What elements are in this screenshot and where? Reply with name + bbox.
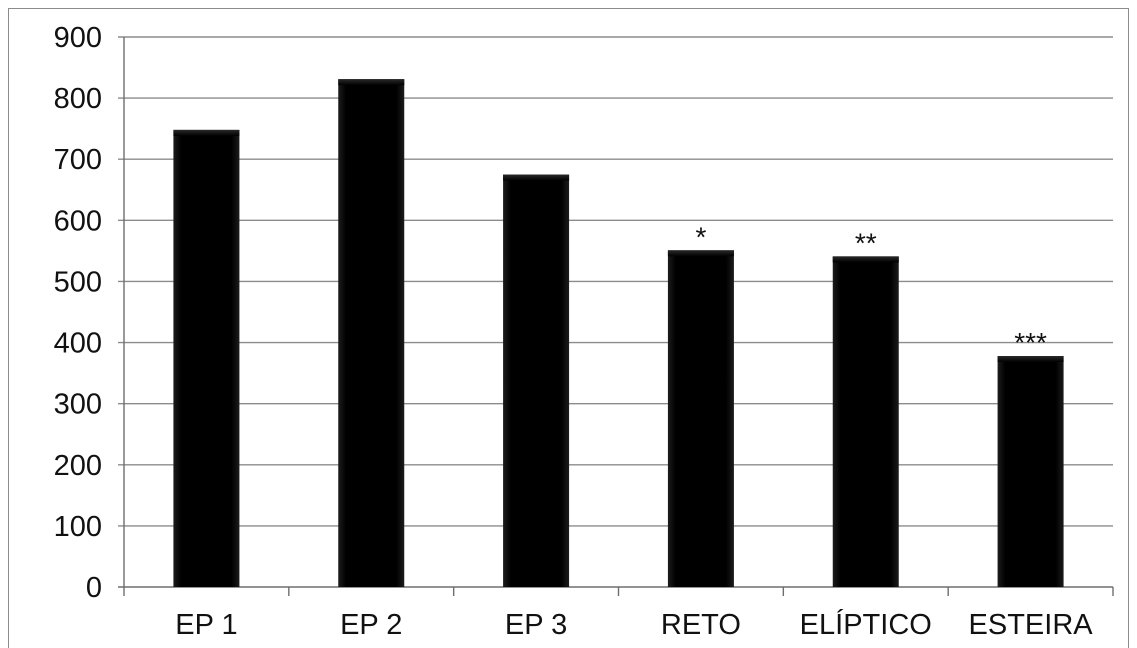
y-tick-label: 900 xyxy=(54,22,102,54)
y-tick-label: 700 xyxy=(54,144,102,176)
bar-cap xyxy=(667,250,734,257)
y-tick-labels: 0 100 200 300 400 500 600 700 800 900 xyxy=(54,22,102,604)
y-tick-label: 500 xyxy=(54,266,102,298)
bars xyxy=(173,79,1064,588)
bar xyxy=(997,356,1064,587)
bar xyxy=(832,256,899,587)
bar-cap xyxy=(832,256,899,263)
axes xyxy=(118,37,1114,596)
y-tick-label: 100 xyxy=(54,511,102,543)
bar-group xyxy=(997,356,1064,587)
x-tick-label: RETO xyxy=(661,609,741,641)
bar-cap xyxy=(997,356,1064,362)
bar xyxy=(173,129,240,587)
significance-marker: *** xyxy=(1014,327,1047,358)
x-tick-label: EP 1 xyxy=(175,609,237,641)
x-tick-label: EP 2 xyxy=(340,609,402,641)
y-tick-label: 600 xyxy=(54,205,102,237)
bar-group xyxy=(173,129,240,587)
bar-cap xyxy=(503,174,570,181)
bar-group xyxy=(667,250,734,587)
bar xyxy=(338,79,405,588)
bar-group xyxy=(338,79,405,588)
gridlines xyxy=(118,36,1113,527)
y-tick-label: 300 xyxy=(54,389,102,421)
bar-cap xyxy=(173,129,240,136)
bar-group xyxy=(503,174,570,587)
y-tick-label: 400 xyxy=(54,328,102,360)
y-tick-label: 200 xyxy=(54,450,102,482)
significance-marker: ** xyxy=(855,227,877,258)
x-tick-label: EP 3 xyxy=(505,609,567,641)
significance-marker: * xyxy=(695,221,706,252)
x-tick-label: ELÍPTICO xyxy=(800,608,932,641)
bar-cap xyxy=(338,79,405,86)
y-tick-label: 0 xyxy=(86,572,102,604)
bar xyxy=(667,250,734,587)
y-tick-label: 800 xyxy=(54,83,102,115)
x-tick-labels: EP 1 EP 2 EP 3 RETO ELÍPTICO ESTEIRA xyxy=(175,608,1093,641)
x-tick-label: ESTEIRA xyxy=(969,609,1094,641)
bar-group xyxy=(832,256,899,587)
bar xyxy=(503,174,570,587)
significance-annotations: * ***** xyxy=(695,221,1047,358)
